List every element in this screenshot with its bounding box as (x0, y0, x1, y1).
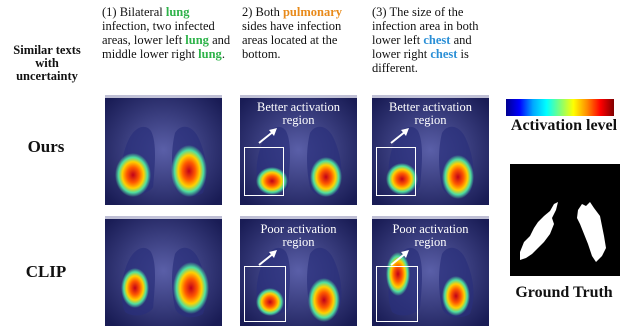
caption-keyword: chest (423, 33, 451, 47)
caption-2: 2) Both pulmonary sides have infection a… (242, 5, 360, 61)
arrow-icon (390, 128, 409, 144)
caption-keyword: chest (430, 47, 458, 61)
caption-keyword: lung (198, 47, 222, 61)
arrow-icon (258, 250, 277, 266)
heatmap-ours-1 (105, 95, 222, 205)
ground-truth-label: Ground Truth (515, 284, 613, 301)
row-header-similar-texts: Similar texts with uncertainty (13, 43, 81, 83)
annotation-poor-clip-2: Poor activation region (240, 223, 357, 249)
annotation-better-line1: Better activation (389, 100, 472, 114)
caption-1: (1) Bilateral lung infection, two infect… (102, 5, 232, 61)
caption-text: is different. (372, 47, 469, 75)
activation-colorbar (506, 99, 614, 116)
highlight-box-ours-2 (244, 147, 284, 196)
caption-text: infection, two infected areas, lower lef… (102, 19, 215, 47)
caption-3: (3) The size of the infection area in bo… (372, 5, 502, 75)
highlight-box-clip-2 (244, 266, 286, 322)
caption-text: (3) The size of the infection area in bo… (372, 5, 479, 47)
ground-truth-mask (510, 164, 620, 276)
arrow-icon (258, 128, 277, 144)
annotation-poor-line2: region (414, 235, 447, 249)
arrow-icon (390, 250, 409, 266)
highlight-box-clip-3 (376, 266, 418, 322)
heatmap-clip-2 (240, 216, 357, 326)
annotation-poor-clip-3: Poor activation region (372, 223, 489, 249)
heatmap-ours-3 (372, 95, 489, 205)
caption-text: 2) Both (242, 5, 283, 19)
annotation-poor-line1: Poor activation (260, 222, 337, 236)
activation-level-label: Activation level (510, 117, 618, 134)
highlight-box-ours-3 (376, 147, 416, 196)
annotation-better-ours-2: Better activation region (240, 101, 357, 127)
caption-keyword: lung (165, 5, 190, 19)
caption-text: and lower right (372, 33, 472, 61)
row-label-clip: CLIP (25, 262, 67, 281)
row-label-ours: Ours (27, 137, 65, 156)
heatmap-clip-1 (105, 216, 222, 326)
annotation-better-line2: region (282, 113, 315, 127)
annotation-better-line1: Better activation (257, 100, 340, 114)
annotation-better-ours-3: Better activation region (372, 101, 489, 127)
heatmap-clip-3 (372, 216, 489, 326)
caption-keyword: pulmonary (282, 5, 343, 19)
caption-text: and middle lower right (102, 33, 231, 61)
caption-text: sides have infection areas located at th… (242, 19, 342, 61)
annotation-poor-line1: Poor activation (392, 222, 469, 236)
caption-text: . (221, 47, 225, 61)
caption-text: (1) Bilateral (102, 5, 166, 19)
annotation-poor-line2: region (282, 235, 315, 249)
annotation-better-line2: region (414, 113, 447, 127)
heatmap-ours-2 (240, 95, 357, 205)
caption-keyword: lung (185, 33, 209, 47)
